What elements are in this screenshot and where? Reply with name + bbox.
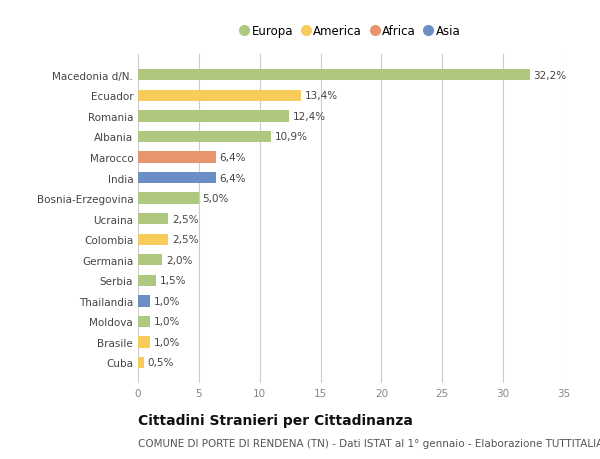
Legend: Europa, America, Africa, Asia: Europa, America, Africa, Asia bbox=[238, 22, 464, 42]
Text: 6,4%: 6,4% bbox=[220, 153, 246, 162]
Text: 2,5%: 2,5% bbox=[172, 214, 199, 224]
Bar bbox=[138, 357, 144, 368]
Text: 10,9%: 10,9% bbox=[274, 132, 307, 142]
Bar bbox=[138, 234, 169, 245]
Text: 1,5%: 1,5% bbox=[160, 276, 187, 285]
Text: Cittadini Stranieri per Cittadinanza: Cittadini Stranieri per Cittadinanza bbox=[138, 413, 413, 427]
Text: 1,0%: 1,0% bbox=[154, 317, 180, 327]
Bar bbox=[138, 70, 530, 81]
Bar bbox=[138, 173, 216, 184]
Bar bbox=[138, 316, 150, 327]
Text: 5,0%: 5,0% bbox=[203, 194, 229, 204]
Text: 1,0%: 1,0% bbox=[154, 296, 180, 306]
Bar bbox=[138, 193, 199, 204]
Text: 2,5%: 2,5% bbox=[172, 235, 199, 245]
Bar bbox=[138, 152, 216, 163]
Text: 1,0%: 1,0% bbox=[154, 337, 180, 347]
Text: 2,0%: 2,0% bbox=[166, 255, 193, 265]
Bar bbox=[138, 111, 289, 122]
Text: COMUNE DI PORTE DI RENDENA (TN) - Dati ISTAT al 1° gennaio - Elaborazione TUTTIT: COMUNE DI PORTE DI RENDENA (TN) - Dati I… bbox=[138, 438, 600, 448]
Bar bbox=[138, 275, 156, 286]
Bar bbox=[138, 213, 169, 225]
Bar bbox=[138, 132, 271, 143]
Bar bbox=[138, 255, 163, 266]
Bar bbox=[138, 336, 150, 348]
Text: 32,2%: 32,2% bbox=[533, 71, 566, 81]
Bar bbox=[138, 90, 301, 102]
Text: 6,4%: 6,4% bbox=[220, 173, 246, 183]
Text: 13,4%: 13,4% bbox=[305, 91, 338, 101]
Text: 0,5%: 0,5% bbox=[148, 358, 174, 368]
Text: 12,4%: 12,4% bbox=[293, 112, 326, 122]
Bar bbox=[138, 296, 150, 307]
